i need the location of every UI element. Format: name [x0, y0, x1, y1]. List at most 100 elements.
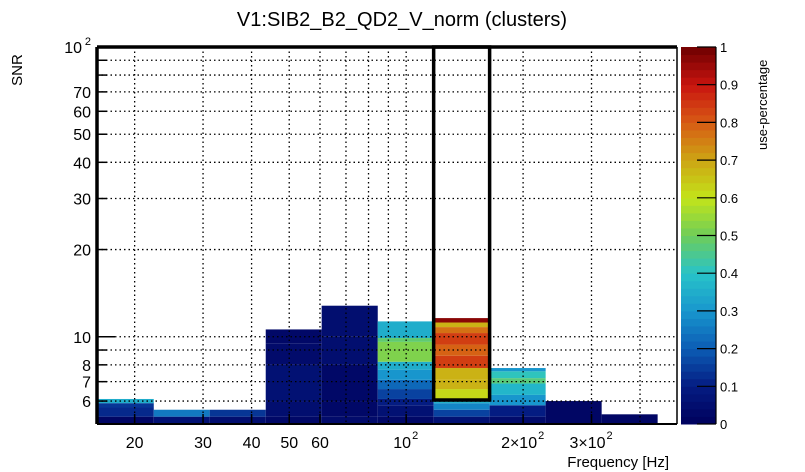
- heatmap-cell: [98, 398, 154, 404]
- heatmap-cell: [601, 414, 658, 424]
- colorbar-segment: [681, 167, 716, 176]
- y-tick-label: 10: [64, 40, 82, 57]
- y-tick-label: 70: [73, 85, 91, 102]
- colorbar-segment: [681, 205, 716, 214]
- heatmap-cell: [321, 364, 378, 402]
- heatmap-cell: [321, 305, 378, 337]
- colorbar-tick-label: 0.7: [720, 153, 738, 168]
- colorbar-segment: [681, 227, 716, 236]
- colorbar-segment: [681, 273, 716, 282]
- heatmap-cell: [321, 336, 378, 365]
- colorbar-segment: [681, 288, 716, 297]
- colorbar-segment: [681, 250, 716, 259]
- colorbar-segment: [681, 235, 716, 244]
- colorbar-tick-label: 0.8: [720, 115, 738, 130]
- x-tick-label: 60: [311, 435, 329, 452]
- heatmap-cell: [265, 416, 322, 424]
- colorbar-segment: [681, 401, 716, 410]
- x-tick-exponent: 2: [412, 430, 418, 442]
- heatmap-cell: [545, 401, 602, 424]
- y-tick-label: 6: [82, 394, 91, 411]
- heatmap-cell: [489, 368, 546, 372]
- heatmap-cell: [433, 318, 490, 323]
- heatmap-cell: [377, 369, 434, 380]
- heatmap-cell: [265, 329, 322, 344]
- heatmap-cell: [209, 416, 266, 424]
- x-tick-label: 10: [393, 435, 411, 452]
- heatmap-cell: [433, 379, 490, 390]
- heatmap-cell: [433, 409, 490, 417]
- colorbar-segment: [681, 77, 716, 86]
- colorbar-tick-label: 0.3: [720, 304, 738, 319]
- heatmap-cell: [377, 341, 434, 362]
- heatmap-cell: [98, 403, 154, 408]
- y-tick-label: 30: [73, 192, 91, 209]
- heatmap-cell: [265, 343, 322, 365]
- heatmap-cell: [377, 361, 434, 370]
- colorbar-segment: [681, 99, 716, 108]
- heatmap-cell: [433, 327, 490, 334]
- colorbar-segment: [681, 84, 716, 93]
- y-axis-label: SNR: [9, 54, 26, 86]
- colorbar-segment: [681, 280, 716, 289]
- colorbar-segment: [681, 129, 716, 138]
- heatmap-cell: [433, 416, 490, 424]
- colorbar-segment: [681, 341, 716, 350]
- colorbar-segment: [681, 152, 716, 161]
- heatmap-cell: [377, 321, 434, 339]
- x-tick-exponent: 2: [606, 430, 612, 442]
- colorbar-segment: [681, 137, 716, 146]
- heatmap-cell: [377, 405, 434, 417]
- colorbar-tick-label: 0.4: [720, 266, 738, 281]
- colorbar-segment: [681, 182, 716, 191]
- colorbar-segment: [681, 122, 716, 131]
- colorbar-label: use-percentage: [755, 60, 770, 150]
- y-tick-label: 7: [82, 375, 91, 392]
- heatmap-cell: [433, 389, 490, 399]
- colorbar-segment: [681, 303, 716, 312]
- colorbar-segment: [681, 62, 716, 71]
- heatmap-cell: [489, 378, 546, 384]
- colorbar-segment: [681, 220, 716, 229]
- y-tick-label: 20: [73, 243, 91, 260]
- heatmap-cell: [433, 403, 490, 410]
- colorbar-segment: [681, 408, 716, 417]
- colorbar-segment: [681, 416, 716, 425]
- heatmap-cell: [489, 394, 546, 406]
- heatmap-cell: [98, 407, 154, 417]
- heatmap-cell: [265, 401, 322, 417]
- heatmap-cell: [98, 416, 154, 424]
- y-tick-label: 50: [73, 127, 91, 144]
- colorbar-segment: [681, 175, 716, 184]
- x-tick-label: 20: [126, 435, 144, 452]
- chart-title: V1:SIB2_B2_QD2_V_norm (clusters): [237, 9, 567, 31]
- colorbar-tick-label: 1: [720, 40, 727, 55]
- colorbar-tick-label: 0.2: [720, 342, 738, 357]
- x-tick-label: 50: [280, 435, 298, 452]
- colorbar-segment: [681, 310, 716, 319]
- y-tick-label: 8: [82, 358, 91, 375]
- x-tick-exponent: 2: [538, 430, 544, 442]
- heatmap-cell: [377, 398, 434, 406]
- colorbar-segment: [681, 371, 716, 380]
- x-tick-label: 30: [194, 435, 212, 452]
- heatmap-cell: [265, 364, 322, 402]
- heatmap-cell: [153, 416, 210, 424]
- colorbar-segment: [681, 114, 716, 123]
- colorbar-segment: [681, 356, 716, 365]
- colorbar-segment: [681, 363, 716, 372]
- heatmap-cell: [433, 322, 490, 328]
- heatmap-cell: [153, 409, 210, 417]
- colorbar-segment: [681, 333, 716, 342]
- colorbar-tick-label: 0.6: [720, 191, 738, 206]
- heatmap-cell: [209, 409, 266, 417]
- colorbar-segment: [681, 212, 716, 221]
- heatmap-cell: [321, 401, 378, 417]
- colorbar-segment: [681, 325, 716, 335]
- y-tick-label: 40: [73, 155, 91, 172]
- colorbar-segment: [681, 295, 716, 304]
- colorbar-segment: [681, 92, 716, 101]
- x-axis-label: Frequency [Hz]: [567, 454, 669, 471]
